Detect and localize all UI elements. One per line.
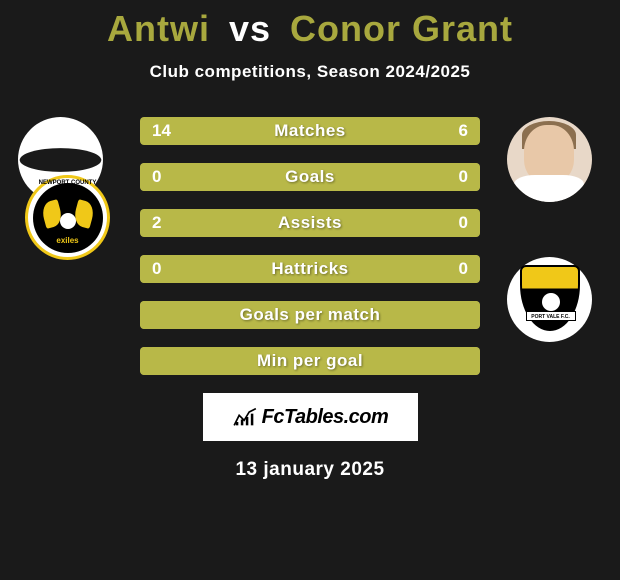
stat-row: 2 0 Assists [140, 209, 480, 237]
player1-name: Antwi [107, 8, 210, 49]
subtitle: Club competitions, Season 2024/2025 [0, 62, 620, 82]
stat-row: Goals per match [140, 301, 480, 329]
branding-box[interactable]: FcTables.com [203, 393, 418, 441]
comparison-title: Antwi vs Conor Grant [0, 0, 620, 50]
stat-row: 14 6 Matches [140, 117, 480, 145]
player2-photo [507, 117, 592, 202]
stat-label: Matches [274, 121, 346, 141]
fctables-icon [232, 407, 258, 427]
stat-label: Assists [278, 213, 342, 233]
stat-row: Min per goal [140, 347, 480, 375]
stat-label: Goals [285, 167, 335, 187]
content-area: NEWPORT COUNTY exiles PORT VALE F.C. 14 6… [0, 117, 620, 375]
date-text: 13 january 2025 [0, 459, 620, 481]
stat-row: 0 0 Goals [140, 163, 480, 191]
stat-value-right: 0 [459, 213, 468, 233]
player2-name: Conor Grant [290, 8, 513, 49]
player2-club-badge: PORT VALE F.C. [507, 257, 592, 342]
stat-value-left: 0 [152, 259, 161, 279]
stat-label: Goals per match [240, 305, 381, 325]
stat-value-left: 14 [152, 121, 171, 141]
stat-label: Hattricks [271, 259, 348, 279]
vs-text: vs [229, 8, 271, 49]
branding-text: FcTables.com [262, 406, 389, 429]
stat-row: 0 0 Hattricks [140, 255, 480, 283]
stat-bars: 14 6 Matches 0 0 Goals 2 0 Assists 0 0 Hattricks Goa… [140, 117, 480, 375]
stat-value-right: 6 [459, 121, 468, 141]
player1-club-badge: NEWPORT COUNTY exiles [25, 175, 110, 260]
stat-value-left: 0 [152, 167, 161, 187]
stat-value-left: 2 [152, 213, 161, 233]
stat-label: Min per goal [257, 351, 363, 371]
stat-value-right: 0 [459, 167, 468, 187]
stat-value-right: 0 [459, 259, 468, 279]
